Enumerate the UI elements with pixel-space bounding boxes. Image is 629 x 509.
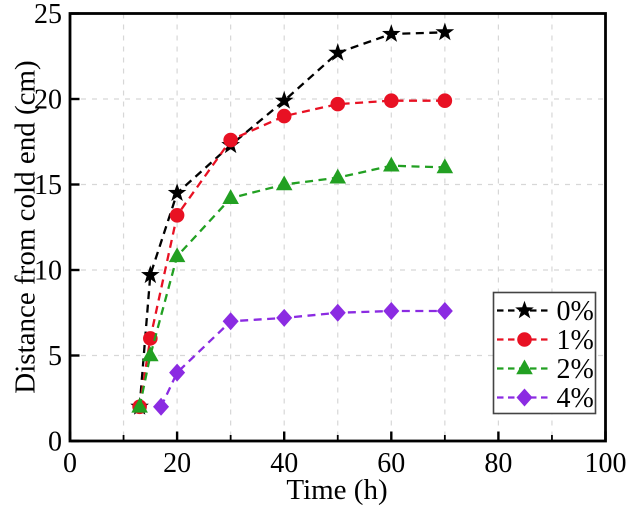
legend-entry-1pct: 1% — [497, 325, 594, 356]
series-2pct-marker-triangle — [275, 175, 293, 191]
x-tick-label-0: 0 — [63, 448, 77, 479]
series-2pct-marker-triangle — [436, 158, 454, 174]
x-tick-label-20: 20 — [163, 448, 191, 479]
y-tick-label-0: 0 — [48, 427, 62, 458]
series-1pct-marker-circle — [169, 207, 185, 223]
series-2pct-marker-triangle — [131, 397, 148, 413]
y-axis-title: Distance from cold end (cm) — [9, 60, 42, 394]
y-tick-label-5: 5 — [48, 341, 62, 372]
x-tick-label-60: 60 — [377, 448, 405, 479]
series-2pct-marker-triangle — [383, 156, 400, 172]
y-tick-label-15: 15 — [34, 170, 62, 201]
series-4pct-marker-diamond — [436, 302, 453, 321]
legend-marker-4pct — [516, 388, 533, 407]
series-0pct-marker-star — [167, 183, 187, 201]
legend-label-1pct: 1% — [557, 325, 594, 356]
series-2pct-line — [138, 164, 445, 408]
legend-marker-2pct — [516, 359, 533, 375]
series-2pct-marker-triangle — [222, 189, 239, 204]
series-0pct-marker-star — [382, 24, 401, 42]
y-tick-labels: 0 5 10 15 20 25 — [34, 0, 62, 458]
series-0pct-marker-star — [141, 265, 160, 284]
y-tick-label-10: 10 — [34, 256, 62, 287]
legend-entry-4pct: 4% — [497, 383, 594, 414]
legend-box — [492, 291, 597, 415]
legend: 0%1%2%4% — [492, 291, 597, 415]
series-4pct-marker-diamond — [383, 302, 400, 321]
series-1pct-line — [138, 99, 445, 407]
series-0pct-marker-star — [328, 43, 348, 61]
legend-label-0pct: 0% — [557, 296, 594, 327]
legend-entry-0pct: 0% — [497, 296, 594, 327]
legend-label-2pct: 2% — [557, 354, 594, 385]
series-4pct-line — [159, 309, 445, 408]
series-4pct-marker-diamond — [153, 397, 170, 416]
series-1pct-marker-circle — [223, 132, 238, 148]
series-1pct-marker-circle — [143, 331, 158, 346]
axis-frame — [68, 12, 607, 443]
series-4pct-marker-diamond — [169, 363, 186, 382]
series-1pct-marker-circle — [437, 93, 453, 109]
series-4pct-marker-diamond — [276, 308, 293, 327]
x-tick-label-40: 40 — [270, 448, 298, 479]
series-0pct-marker-star — [435, 22, 455, 41]
y-tick-label-20: 20 — [34, 85, 62, 116]
series-4pct — [153, 302, 453, 416]
legend-entry-2pct: 2% — [497, 354, 594, 385]
y-tick-label-25: 25 — [34, 0, 62, 30]
series-4pct-marker-diamond — [222, 312, 239, 331]
legend-marker-1pct — [517, 332, 532, 347]
legend-label-4pct: 4% — [557, 383, 594, 414]
series-1pct-marker-circle — [384, 93, 399, 109]
series-0pct-marker-star — [274, 90, 294, 109]
series-1pct-marker-circle — [330, 96, 346, 112]
series-2pct-marker-triangle — [168, 247, 186, 263]
series-2pct-marker-triangle — [142, 346, 159, 362]
x-tick-labels: 0 20 40 60 80 100 — [63, 448, 627, 479]
x-axis-title: Time (h) — [286, 474, 388, 506]
x-tick-label-100: 100 — [585, 448, 627, 479]
series-4pct-marker-diamond — [329, 303, 346, 322]
series-2pct-marker-triangle — [329, 168, 347, 184]
legend-marker-0pct — [515, 300, 534, 319]
series-1pct-marker-circle — [276, 108, 292, 124]
series-2pct — [131, 156, 454, 413]
series-0pct-line — [138, 31, 445, 407]
x-tick-label-80: 80 — [484, 448, 512, 479]
axis-ticks — [68, 12, 607, 443]
